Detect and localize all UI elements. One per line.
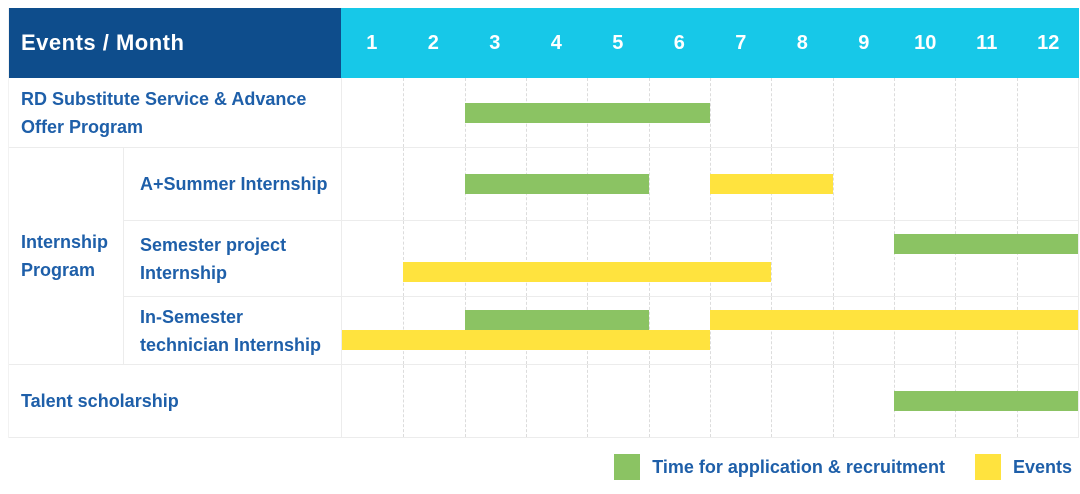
row-label-text: A+Summer Internship <box>140 174 328 194</box>
application-bar-month-3-to-5 <box>464 310 649 330</box>
timeline-semester-project <box>341 221 1079 297</box>
legend-label-events: Events <box>1012 456 1072 477</box>
month-cell <box>832 148 894 220</box>
month-cell <box>955 148 1016 220</box>
month-cell <box>342 365 403 437</box>
event-bar-month-1-to-6 <box>342 330 710 350</box>
timeline-rd-substitute <box>341 78 1079 148</box>
month-cell <box>403 148 464 220</box>
month-cell <box>587 365 648 437</box>
month-label-6: 6 <box>673 31 685 54</box>
month-cell <box>342 221 403 296</box>
event-bar-month-2-to-7 <box>403 262 772 282</box>
timeline-a-plus-summer <box>341 148 1079 221</box>
yellow-swatch-icon <box>974 454 1001 480</box>
month-label-12: 12 <box>1037 31 1060 54</box>
month-cell <box>955 297 1016 364</box>
month-cell <box>709 365 771 437</box>
legend-item-application: Time for application & recruitment <box>614 454 945 480</box>
month-cell <box>403 78 464 147</box>
application-bar-month-10-to-12 <box>894 234 1078 254</box>
event-bar-month-7-to-8 <box>710 174 833 194</box>
month-cell <box>893 78 955 147</box>
legend: Time for application & recruitment Event… <box>614 452 1072 482</box>
row-label-text: RD Substitute Service & Advance Offer Pr… <box>21 88 307 137</box>
event-bar-month-7-to-12 <box>710 310 1078 330</box>
month-cell <box>893 148 955 220</box>
month-label-2: 2 <box>427 31 439 54</box>
events-month-table: Events / Month 1 2 3 4 5 6 7 8 9 10 11 12 RD Substi… <box>8 8 1079 438</box>
month-cell <box>648 221 710 296</box>
month-cell <box>1016 148 1078 220</box>
row-label-text: Semester project Internship <box>140 234 287 283</box>
month-cell <box>955 221 1016 296</box>
month-cell <box>771 221 832 296</box>
month-cell <box>342 148 403 220</box>
month-cell <box>403 221 464 296</box>
month-cell <box>648 148 710 220</box>
application-bar-month-3-to-5 <box>464 174 649 194</box>
month-label-10: 10 <box>914 31 937 54</box>
month-cell <box>832 297 894 364</box>
table-title: Events / Month <box>21 30 185 55</box>
row-label-semester-project: Semester project Internship <box>124 221 341 297</box>
month-label-9: 9 <box>858 31 870 54</box>
row-label-in-semester-technician: In-Semester technician Internship <box>124 297 341 365</box>
row-label-a-plus-summer: A+Summer Internship <box>124 148 341 221</box>
month-cell <box>525 221 587 296</box>
month-cell <box>1016 221 1078 296</box>
month-cell <box>771 365 832 437</box>
month-cell <box>464 221 526 296</box>
row-label-text: In-Semester technician Internship <box>140 306 322 355</box>
timeline-talent-scholarship <box>341 365 1079 438</box>
month-label-8: 8 <box>796 31 808 54</box>
row-label-text: Talent scholarship <box>21 391 179 411</box>
month-cell <box>709 297 771 364</box>
month-label-5: 5 <box>612 31 624 54</box>
month-cell <box>1016 78 1078 147</box>
group-label-internship-program: Internship Program <box>9 148 124 365</box>
table-header-title-cell: Events / Month <box>9 8 341 78</box>
legend-label-application: Time for application & recruitment <box>652 456 945 477</box>
row-label-rd-substitute: RD Substitute Service & Advance Offer Pr… <box>9 78 341 148</box>
timeline-in-semester-technician <box>341 297 1079 365</box>
legend-item-events: Events <box>974 454 1072 480</box>
month-cell <box>525 365 587 437</box>
group-label-text: Internship Program <box>21 232 109 280</box>
month-cell <box>709 78 771 147</box>
row-label-talent-scholarship: Talent scholarship <box>9 365 341 438</box>
month-header-row: 1 2 3 4 5 6 7 8 9 10 11 12 <box>341 8 1079 78</box>
application-bar-month-3-to-6 <box>464 102 710 123</box>
month-cell <box>893 221 955 296</box>
month-cell <box>648 365 710 437</box>
month-cell <box>832 78 894 147</box>
month-label-3: 3 <box>489 31 501 54</box>
month-cell <box>1016 297 1078 364</box>
month-cell <box>832 221 894 296</box>
month-cell <box>403 365 464 437</box>
month-cell <box>709 221 771 296</box>
month-cell <box>832 365 894 437</box>
month-gridlines <box>342 78 1078 147</box>
month-label-7: 7 <box>735 31 747 54</box>
month-cell <box>771 78 832 147</box>
month-cell <box>893 297 955 364</box>
month-cell <box>771 297 832 364</box>
month-label-11: 11 <box>976 31 998 54</box>
month-gridlines <box>342 221 1078 296</box>
month-label-1: 1 <box>366 31 378 54</box>
green-swatch-icon <box>614 454 641 480</box>
month-cell <box>464 365 526 437</box>
month-label-4: 4 <box>550 31 562 54</box>
month-cell <box>342 78 403 147</box>
application-bar-month-10-to-12 <box>894 391 1078 411</box>
month-cell <box>955 78 1016 147</box>
month-cell <box>587 221 648 296</box>
